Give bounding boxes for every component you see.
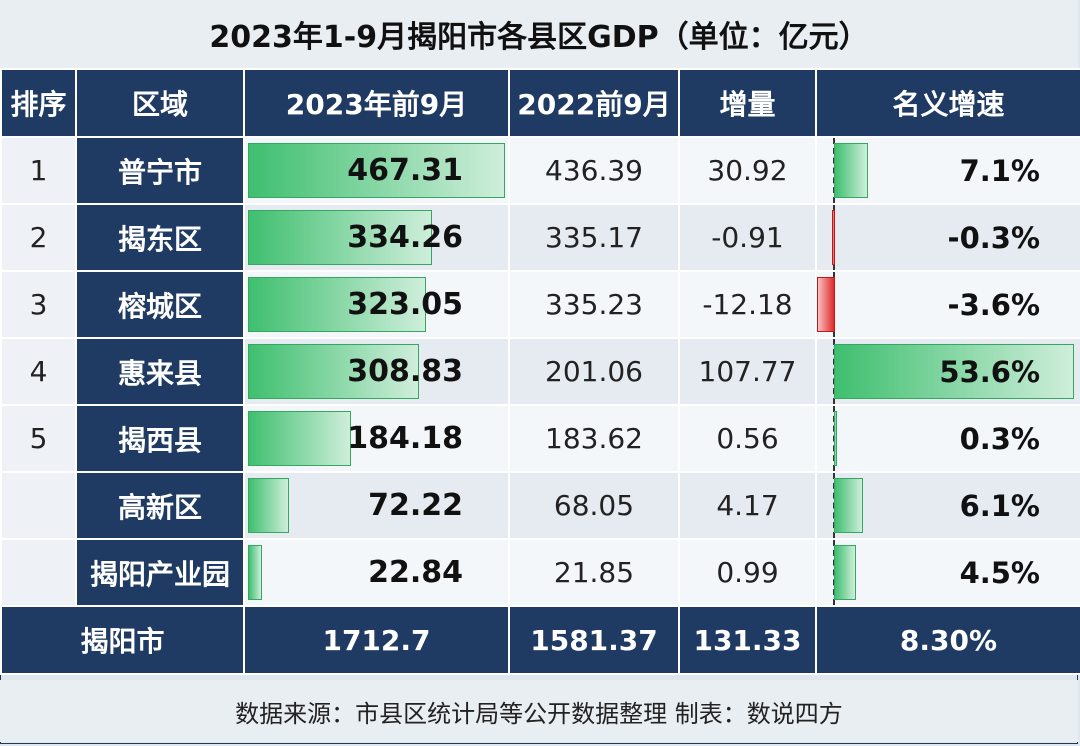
rank-cell: 1 xyxy=(0,136,77,205)
gdp-2022-cell: 201.06 xyxy=(508,337,680,406)
rank-cell xyxy=(0,538,77,607)
total-gdp-2023: 1712.7 xyxy=(243,605,510,675)
growth-cell: -3.6% xyxy=(815,270,1080,339)
growth-bar xyxy=(818,277,835,332)
growth-bar xyxy=(834,545,856,600)
growth-cell: 7.1% xyxy=(815,136,1080,205)
increase-cell: 4.17 xyxy=(678,471,817,540)
growth-value: 4.5% xyxy=(959,555,1040,590)
rank-cell xyxy=(0,471,77,540)
gdp-2023-cell: 334.26 xyxy=(243,203,510,272)
header-row: 排序 区域 2023年前9月 2022前9月 增量 名义增速 xyxy=(0,68,1080,138)
table-row: 1 普宁市 467.31 436.39 30.92 7.1% xyxy=(0,136,1080,205)
growth-value: 53.6% xyxy=(939,354,1040,389)
region-cell: 揭西县 xyxy=(75,404,245,473)
gdp-2023-bar xyxy=(248,411,351,466)
increase-cell: -12.18 xyxy=(678,270,817,339)
total-label: 揭阳市 xyxy=(0,605,245,675)
header-increase: 增量 xyxy=(678,68,817,138)
gdp-2023-bar xyxy=(248,277,427,332)
table-row: 5 揭西县 184.18 183.62 0.56 0.3% xyxy=(0,404,1080,473)
total-increase: 131.33 xyxy=(678,605,817,675)
rank-cell: 2 xyxy=(0,203,77,272)
growth-cell: 4.5% xyxy=(815,538,1080,607)
region-cell: 揭东区 xyxy=(75,203,245,272)
header-gdp-2022: 2022前9月 xyxy=(508,68,680,138)
rank-cell: 3 xyxy=(0,270,77,339)
growth-bar xyxy=(834,411,838,466)
region-cell: 揭阳产业园 xyxy=(75,538,245,607)
total-growth: 8.30% xyxy=(815,605,1080,675)
region-cell: 高新区 xyxy=(75,471,245,540)
table-row: 高新区 72.22 68.05 4.17 6.1% xyxy=(0,471,1080,540)
region-cell: 惠来县 xyxy=(75,337,245,406)
growth-bar xyxy=(834,344,1074,399)
growth-value: -0.3% xyxy=(947,220,1040,255)
gdp-2023-bar xyxy=(248,545,263,600)
gdp-2022-cell: 335.23 xyxy=(508,270,680,339)
gdp-2023-bar xyxy=(248,210,433,265)
gdp-2023-cell: 323.05 xyxy=(243,270,510,339)
gdp-2023-bar xyxy=(248,143,505,198)
rank-cell: 4 xyxy=(0,337,77,406)
gdp-2022-cell: 335.17 xyxy=(508,203,680,272)
table-body: 1 普宁市 467.31 436.39 30.92 7.1% 2 揭东区 334.26 335.1… xyxy=(0,136,1080,607)
growth-bar xyxy=(834,478,864,533)
growth-value: 7.1% xyxy=(959,153,1040,188)
gdp-2023-value: 72.22 xyxy=(368,488,463,523)
header-region: 区域 xyxy=(75,68,245,138)
header-gdp-2023: 2023年前9月 xyxy=(243,68,510,138)
gdp-2022-cell: 183.62 xyxy=(508,404,680,473)
total-row: 揭阳市 1712.7 1581.37 131.33 8.30% xyxy=(0,605,1080,675)
gdp-2023-cell: 22.84 xyxy=(243,538,510,607)
gdp-2023-value: 308.83 xyxy=(347,354,463,389)
table-row: 3 榕城区 323.05 335.23 -12.18 -3.6% xyxy=(0,270,1080,339)
growth-cell: 0.3% xyxy=(815,404,1080,473)
growth-bar xyxy=(834,143,868,198)
increase-cell: 0.56 xyxy=(678,404,817,473)
gdp-2023-value: 323.05 xyxy=(347,287,463,322)
growth-value: 6.1% xyxy=(959,488,1040,523)
region-cell: 普宁市 xyxy=(75,136,245,205)
growth-bar xyxy=(831,210,835,265)
gdp-2022-cell: 21.85 xyxy=(508,538,680,607)
rank-cell: 5 xyxy=(0,404,77,473)
increase-cell: 0.99 xyxy=(678,538,817,607)
gdp-2022-cell: 436.39 xyxy=(508,136,680,205)
gdp-2023-bar xyxy=(248,344,419,399)
increase-cell: 107.77 xyxy=(678,337,817,406)
header-growth: 名义增速 xyxy=(815,68,1080,138)
increase-cell: 30.92 xyxy=(678,136,817,205)
table-row: 4 惠来县 308.83 201.06 107.77 53.6% xyxy=(0,337,1080,406)
gdp-table: 排序 区域 2023年前9月 2022前9月 增量 名义增速 1 普宁市 467.3… xyxy=(0,68,1080,675)
growth-value: -3.6% xyxy=(947,287,1040,322)
gdp-2023-cell: 184.18 xyxy=(243,404,510,473)
table-row: 2 揭东区 334.26 335.17 -0.91 -0.3% xyxy=(0,203,1080,272)
gdp-2023-cell: 72.22 xyxy=(243,471,510,540)
growth-value: 0.3% xyxy=(959,421,1040,456)
gdp-2023-value: 467.31 xyxy=(347,153,463,188)
gdp-2022-cell: 68.05 xyxy=(508,471,680,540)
gdp-2023-value: 22.84 xyxy=(368,555,463,590)
table-row: 揭阳产业园 22.84 21.85 0.99 4.5% xyxy=(0,538,1080,607)
growth-cell: -0.3% xyxy=(815,203,1080,272)
increase-cell: -0.91 xyxy=(678,203,817,272)
gdp-2023-bar xyxy=(248,478,290,533)
gdp-2023-value: 184.18 xyxy=(347,421,463,456)
region-cell: 榕城区 xyxy=(75,270,245,339)
header-rank: 排序 xyxy=(0,68,77,138)
data-source-note: 数据来源：市县区统计局等公开数据整理 制表：数说四方 xyxy=(0,680,1078,742)
gdp-2023-cell: 467.31 xyxy=(243,136,510,205)
growth-cell: 53.6% xyxy=(815,337,1080,406)
growth-cell: 6.1% xyxy=(815,471,1080,540)
gdp-2023-cell: 308.83 xyxy=(243,337,510,406)
total-gdp-2022: 1581.37 xyxy=(508,605,680,675)
gdp-2023-value: 334.26 xyxy=(347,220,463,255)
chart-title: 2023年1-9月揭阳市各县区GDP（单位：亿元） xyxy=(0,0,1078,68)
